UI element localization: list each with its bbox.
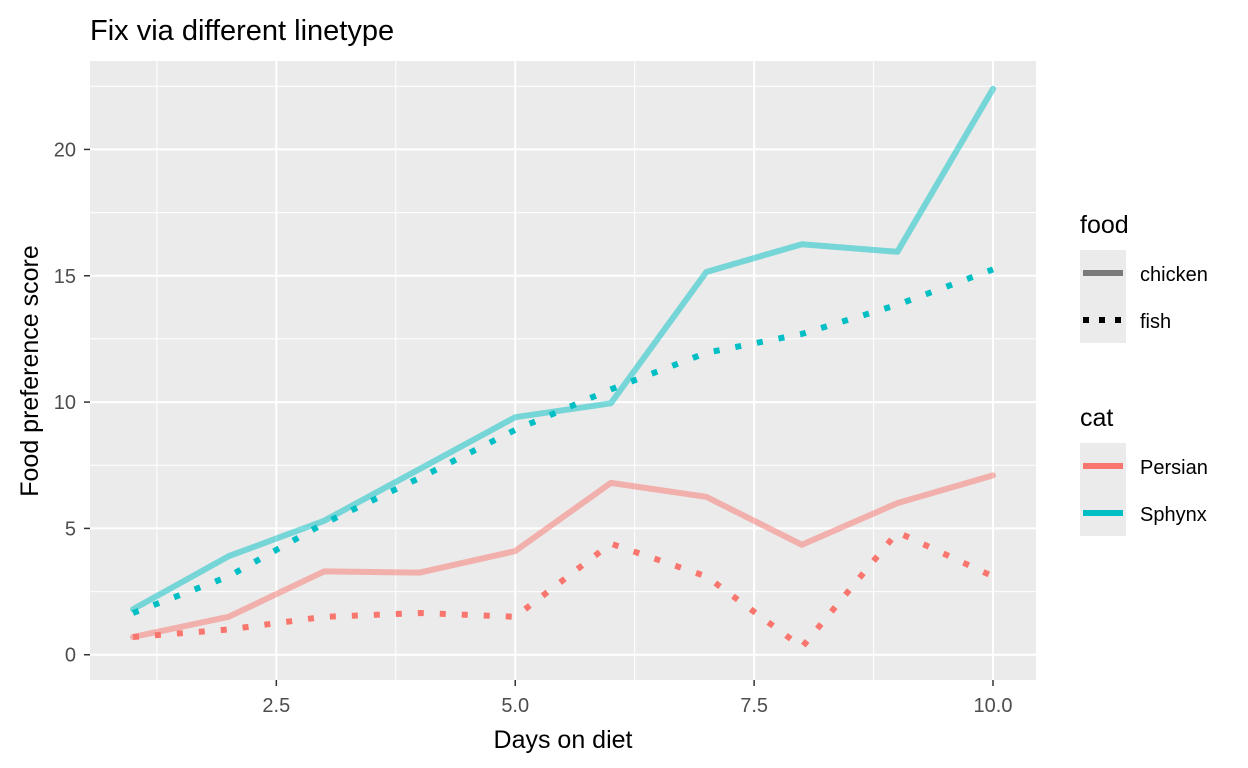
legend-label-fish: fish [1140,311,1171,333]
x-tick-label: 10.0 [974,695,1013,717]
chart-title: Fix via different linetype [90,15,394,47]
legend-cat-title: cat [1080,404,1113,432]
y-tick-label: 20 [54,139,76,161]
x-tick-label: 2.5 [262,695,290,717]
legend-food-key-bg [1080,250,1126,343]
y-tick-label: 10 [54,392,76,414]
line-persian-fish [132,529,995,651]
y-axis: 0 5 10 15 20 [54,139,90,667]
y-tick-label: 5 [65,518,76,540]
x-tick-label: 5.0 [501,695,529,717]
plot-panel [90,61,1036,680]
legend-label-sphynx: Sphynx [1140,504,1207,526]
data-lines [130,85,996,651]
legend-food-title: food [1080,211,1129,239]
grid [90,61,1036,680]
legend-cat: cat Persian Sphynx [1080,404,1208,536]
legend-food: food chicken fish [1080,211,1208,343]
x-axis-title: Days on diet [494,726,633,754]
y-tick-label: 0 [65,645,76,667]
legend-label-chicken: chicken [1140,264,1208,286]
legend-label-persian: Persian [1140,457,1208,479]
legend-cat-key-bg [1080,443,1126,536]
line-sphynx-chicken [130,85,996,613]
x-axis: 2.5 5.0 7.5 10.0 [262,680,1012,717]
y-axis-title: Food preference score [16,245,44,497]
line-persian-chicken [130,472,996,640]
x-tick-label: 7.5 [740,695,768,717]
line-sphynx-fish [131,266,995,616]
y-tick-label: 15 [54,266,76,288]
